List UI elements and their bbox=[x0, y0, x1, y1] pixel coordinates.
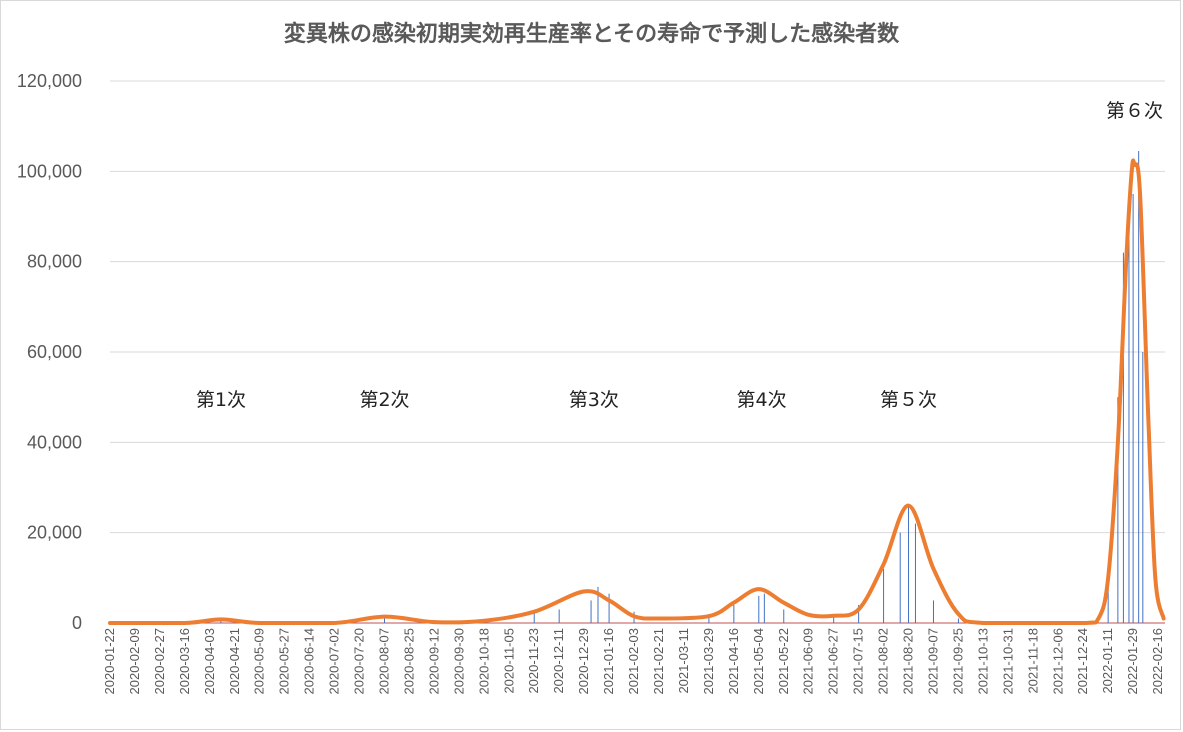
x-tick-label: 2020-10-18 bbox=[476, 628, 491, 695]
x-tick-label: 2020-12-29 bbox=[576, 628, 591, 695]
data-bar bbox=[763, 593, 765, 623]
x-tick-label: 2020-11-05 bbox=[501, 628, 516, 694]
y-tick-label: 80,000 bbox=[27, 252, 82, 272]
x-tick-label: 2021-04-16 bbox=[726, 628, 741, 695]
y-tick-label: 40,000 bbox=[27, 432, 82, 452]
x-tick-label: 2020-08-25 bbox=[401, 628, 416, 695]
x-tick-label: 2021-03-11 bbox=[676, 628, 691, 694]
data-bar bbox=[1142, 352, 1144, 623]
x-tick-label: 2020-11-23 bbox=[526, 628, 541, 694]
wave-label: 第1次 bbox=[196, 389, 246, 411]
data-bar bbox=[220, 619, 222, 623]
x-tick-label: 2020-06-14 bbox=[302, 628, 317, 695]
wave-label: 第3次 bbox=[569, 389, 619, 411]
chart-title: 変異株の感染初期実効再生産率とその寿命で予測した感染者数 bbox=[283, 22, 900, 47]
x-tick-label: 2022-02-16 bbox=[1150, 628, 1165, 695]
data-bar bbox=[758, 595, 760, 623]
data-bar bbox=[1122, 252, 1124, 623]
x-tick-label: 2020-04-03 bbox=[202, 628, 217, 695]
y-tick-label: 100,000 bbox=[17, 161, 82, 181]
data-bar bbox=[1138, 151, 1140, 623]
data-bar bbox=[383, 616, 385, 623]
x-tick-label: 2021-07-15 bbox=[851, 628, 866, 695]
x-tick-label: 2021-10-13 bbox=[975, 628, 990, 695]
x-tick-label: 2020-08-07 bbox=[376, 628, 391, 695]
x-tick-label: 2021-08-02 bbox=[876, 628, 891, 695]
x-tick-label: 2021-10-31 bbox=[1000, 628, 1015, 695]
data-bar bbox=[597, 586, 599, 623]
data-bar bbox=[1132, 193, 1134, 623]
data-bar bbox=[608, 593, 610, 623]
data-bar bbox=[883, 568, 885, 623]
x-tick-label: 2020-05-09 bbox=[252, 628, 267, 695]
data-bar bbox=[783, 609, 785, 623]
data-bar bbox=[932, 600, 934, 623]
y-tick-label: 120,000 bbox=[17, 71, 82, 91]
data-bar bbox=[1128, 239, 1130, 624]
x-tick-label: 2022-01-29 bbox=[1125, 628, 1140, 695]
x-tick-label: 2021-06-27 bbox=[826, 628, 841, 695]
x-tick-label: 2021-02-21 bbox=[651, 628, 666, 695]
x-tick-label: 2021-08-20 bbox=[901, 628, 916, 695]
x-tick-label: 2021-11-18 bbox=[1025, 628, 1040, 694]
x-tick-label: 2020-04-21 bbox=[227, 628, 242, 695]
x-tick-label: 2021-09-07 bbox=[925, 628, 940, 695]
wave-label: 第６次 bbox=[1106, 100, 1163, 122]
data-bar bbox=[1117, 397, 1119, 623]
x-tick-label: 2020-07-20 bbox=[352, 628, 367, 695]
data-bar bbox=[590, 600, 592, 623]
x-tick-label: 2020-07-02 bbox=[327, 628, 342, 695]
data-bar bbox=[708, 613, 710, 623]
x-tick-label: 2021-02-03 bbox=[626, 628, 641, 695]
x-tick-label: 2021-06-09 bbox=[801, 628, 816, 695]
wave-label: 第2次 bbox=[359, 389, 409, 411]
data-bar bbox=[914, 523, 916, 623]
data-bar bbox=[733, 604, 735, 623]
y-tick-label: 0 bbox=[72, 613, 82, 633]
wave-label: 第５次 bbox=[880, 389, 937, 411]
x-tick-label: 2022-01-11 bbox=[1100, 628, 1115, 694]
x-tick-label: 2020-09-30 bbox=[451, 628, 466, 695]
x-tick-label: 2021-05-22 bbox=[776, 628, 791, 695]
x-tick-label: 2021-03-29 bbox=[701, 628, 716, 695]
data-bar bbox=[833, 616, 835, 623]
data-bar bbox=[533, 612, 535, 623]
y-tick-label: 60,000 bbox=[27, 342, 82, 362]
x-tick-label: 2020-03-16 bbox=[177, 628, 192, 695]
x-tick-label: 2020-09-12 bbox=[426, 628, 441, 695]
x-tick-label: 2020-02-09 bbox=[127, 628, 142, 695]
x-tick-label: 2020-01-22 bbox=[102, 628, 117, 695]
data-bar bbox=[899, 532, 901, 623]
data-bar bbox=[957, 618, 959, 623]
x-tick-label: 2020-02-27 bbox=[152, 628, 167, 695]
x-tick-label: 2021-05-04 bbox=[751, 628, 766, 695]
data-bar bbox=[908, 505, 910, 623]
data-bar bbox=[558, 609, 560, 623]
x-tick-label: 2021-01-16 bbox=[601, 628, 616, 695]
wave-label: 第4次 bbox=[737, 389, 787, 411]
y-tick-label: 20,000 bbox=[27, 523, 82, 543]
x-tick-label: 2021-12-06 bbox=[1050, 628, 1065, 695]
x-tick-label: 2021-09-25 bbox=[950, 628, 965, 695]
series-line bbox=[108, 158, 1166, 626]
data-bar bbox=[1107, 582, 1109, 623]
x-tick-label: 2021-12-24 bbox=[1075, 628, 1090, 695]
x-tick-label: 2020-05-27 bbox=[277, 628, 292, 695]
x-tick-label: 2020-12-11 bbox=[551, 628, 566, 694]
data-bar bbox=[858, 604, 860, 623]
